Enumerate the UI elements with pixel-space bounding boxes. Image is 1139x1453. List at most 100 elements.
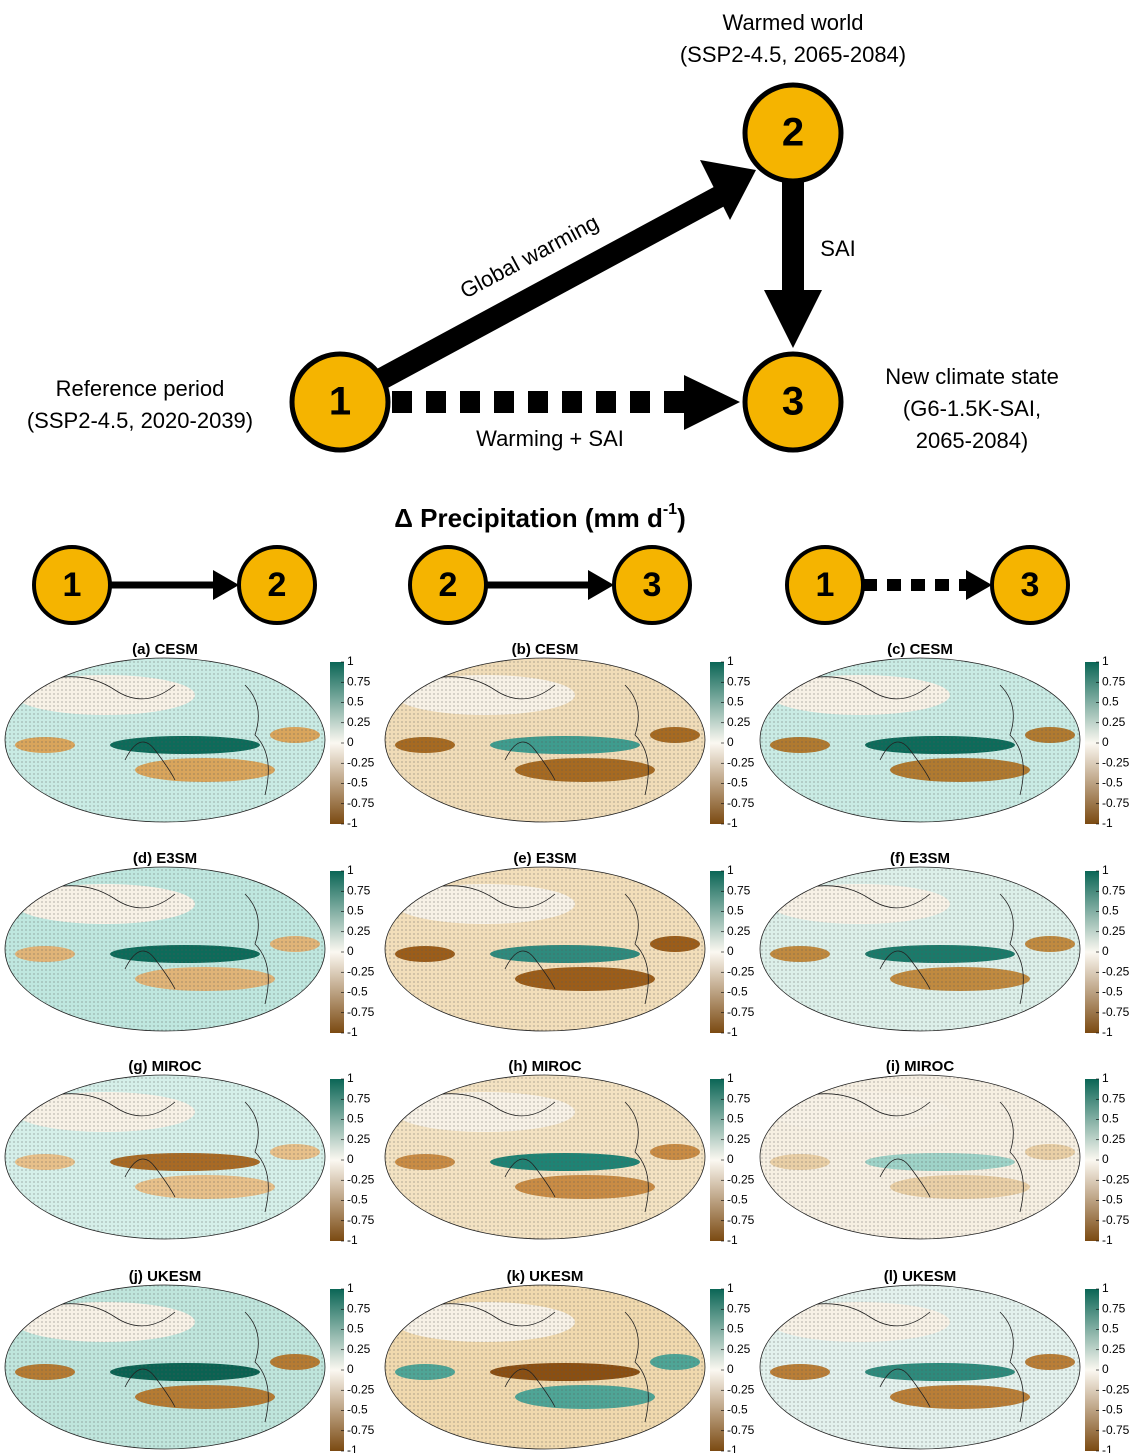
colorbar-tick-label: -0.25	[727, 964, 755, 978]
edge-label: Warming + SAI	[476, 426, 624, 451]
colorbar-tick-label: 0.25	[1102, 1342, 1126, 1356]
stipple	[5, 867, 325, 1031]
colorbar-tick-label: 1	[347, 1281, 354, 1295]
colorbar-tick-label: 0.25	[727, 715, 751, 729]
node-label: 1	[63, 566, 82, 604]
node-label: 1	[816, 566, 835, 604]
colorbar-tick-label: -0.75	[347, 1423, 375, 1437]
colorbar-tick-label: -1	[1102, 816, 1113, 830]
colorbar-tick-label: 0.5	[347, 1322, 364, 1336]
colorbar-tick-label: 1	[1102, 1071, 1109, 1085]
colorbar-tick-label: 0	[1102, 735, 1109, 749]
map	[5, 658, 325, 822]
map	[760, 1285, 1080, 1449]
colorbar-tick-label: 0	[727, 735, 734, 749]
panel-title: (b) CESM	[512, 641, 579, 658]
colorbar-tick-label: 0.25	[1102, 924, 1126, 938]
colorbar-tick-label: 0	[1102, 1362, 1109, 1376]
colorbar-tick-label: 1	[727, 863, 734, 877]
stipple	[5, 1285, 325, 1449]
panel-title: (f) E3SM	[890, 850, 950, 867]
node-caption: (SSP2-4.5, 2065-2084)	[680, 42, 906, 67]
map	[760, 658, 1080, 822]
node-label: 3	[782, 380, 804, 424]
map	[385, 1285, 705, 1449]
node-caption: Warmed world	[723, 10, 864, 35]
map	[385, 658, 705, 822]
stipple	[385, 658, 705, 822]
node-label: 2	[782, 111, 804, 155]
stipple	[385, 1075, 705, 1239]
colorbar-tick-label: 0.25	[347, 715, 371, 729]
colorbar-tick-label: 0.5	[727, 695, 744, 709]
colorbar-tick-label: 0.75	[727, 674, 751, 688]
colorbar-tick-label: 0.75	[347, 883, 371, 897]
colorbar-tick-label: 0	[727, 1362, 734, 1376]
panel-title: (j) UKESM	[129, 1268, 202, 1285]
colorbar-tick-label: -0.5	[1102, 776, 1123, 790]
node-label: 1	[329, 380, 351, 424]
colorbar-tick-label: -0.5	[347, 1403, 368, 1417]
map	[5, 1075, 325, 1239]
colorbar-tick-label: -0.5	[727, 985, 748, 999]
colorbar-tick-label: -0.25	[347, 755, 375, 769]
colorbar-tick-label: 0	[347, 735, 354, 749]
stipple	[760, 1075, 1080, 1239]
colorbar-tick-label: -0.75	[727, 1213, 755, 1227]
colorbar-tick-label: 0.75	[347, 1091, 371, 1105]
stipple	[760, 867, 1080, 1031]
colorbar-tick-label: -0.75	[1102, 1005, 1130, 1019]
colorbar-tick-label: 0.25	[347, 1132, 371, 1146]
node-caption: (SSP2-4.5, 2020-2039)	[27, 408, 253, 433]
stipple	[5, 1075, 325, 1239]
edge-label: SAI	[820, 236, 855, 261]
colorbar-tick-label: -0.75	[347, 1213, 375, 1227]
panel-title: (g) MIROC	[128, 1058, 201, 1075]
node-caption: 2065-2084)	[916, 428, 1029, 453]
colorbar-tick-label: -0.75	[347, 796, 375, 810]
colorbar-tick-label: 0.25	[347, 924, 371, 938]
colorbar-tick-label: -0.5	[347, 776, 368, 790]
stipple	[385, 867, 705, 1031]
colorbar-tick-label: -0.75	[727, 1423, 755, 1437]
colorbar-tick-label: 0.5	[1102, 695, 1119, 709]
colorbar-tick-label: 0.5	[727, 904, 744, 918]
colorbar-tick-label: -1	[727, 1233, 738, 1247]
colorbar-tick-label: -0.5	[347, 1193, 368, 1207]
colorbar-tick-label: 1	[727, 1281, 734, 1295]
colorbar-tick-label: -1	[347, 1233, 358, 1247]
panel-title: (l) UKESM	[884, 1268, 957, 1285]
colorbar-tick-label: -0.75	[1102, 1213, 1130, 1227]
colorbar-tick-label: -0.25	[347, 964, 375, 978]
arrowhead	[764, 290, 822, 348]
colorbar-tick-label: 0	[347, 944, 354, 958]
colorbar-tick-label: -0.75	[347, 1005, 375, 1019]
colorbar-tick-label: -1	[1102, 1233, 1113, 1247]
colorbar-tick-label: 1	[347, 1071, 354, 1085]
colorbar-tick-label: -1	[727, 1025, 738, 1039]
node-label: 3	[1021, 566, 1040, 604]
node-caption: Reference period	[56, 376, 225, 401]
colorbar-tick-label: -1	[727, 1443, 738, 1453]
colorbar-tick-label: 0.5	[347, 695, 364, 709]
colorbar-tick-label: -0.5	[727, 1193, 748, 1207]
node-label: 3	[643, 566, 662, 604]
colorbar-tick-label: 0.75	[727, 1091, 751, 1105]
colorbar-tick-label: -0.75	[1102, 1423, 1130, 1437]
colorbar-tick-label: 0.25	[1102, 1132, 1126, 1146]
arrowhead	[684, 375, 740, 430]
stipple	[760, 1285, 1080, 1449]
colorbar-tick-label: 0.75	[1102, 1301, 1126, 1315]
colorbar-tick-label: 0.25	[727, 1132, 751, 1146]
panel-title: (e) E3SM	[513, 850, 576, 867]
title-end: )	[677, 503, 686, 533]
colorbar-tick-label: -1	[1102, 1443, 1113, 1453]
arrowhead	[213, 570, 239, 600]
map	[5, 1285, 325, 1449]
colorbar-tick-label: 1	[1102, 863, 1109, 877]
colorbar-tick-label: 0.25	[347, 1342, 371, 1356]
colorbar-tick-label: -0.75	[1102, 796, 1130, 810]
stipple	[385, 1285, 705, 1449]
panel-title: (a) CESM	[132, 641, 198, 658]
stipple	[5, 658, 325, 822]
